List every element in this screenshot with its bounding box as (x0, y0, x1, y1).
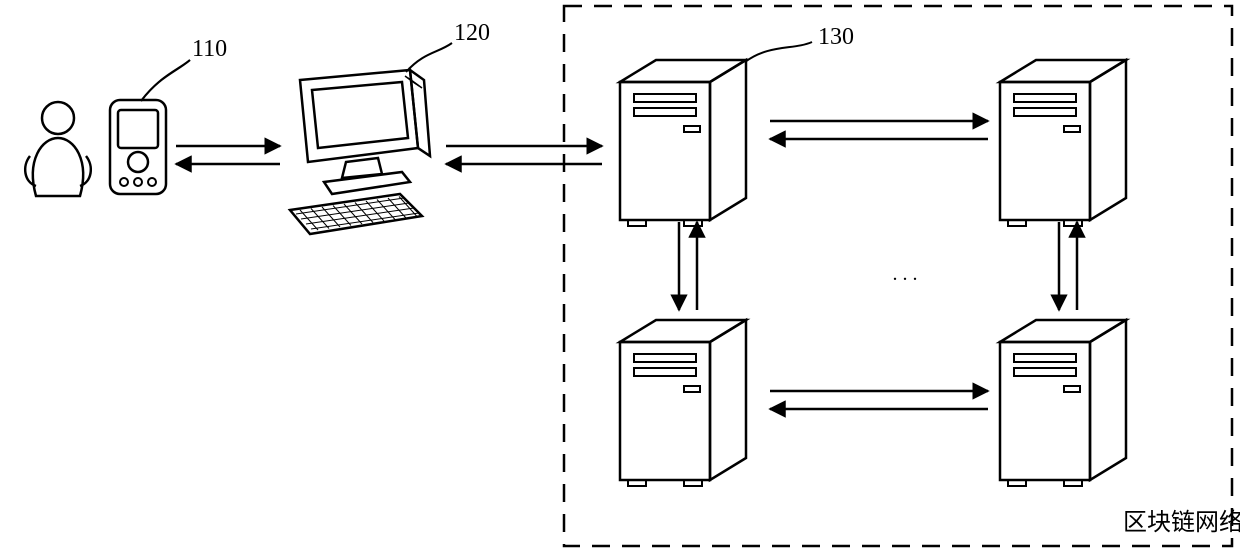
lead-line (406, 43, 452, 72)
edge-tl-bl (679, 222, 697, 310)
edge-tl-tr (770, 121, 988, 139)
user-icon (25, 102, 91, 196)
handheld-device-icon (110, 100, 166, 194)
network-label: 区块链网络 (1123, 509, 1240, 536)
server-top-left-icon (620, 60, 746, 226)
edge-bl-br (770, 391, 988, 409)
edge-tr-br (1059, 222, 1077, 310)
edge-phone-pc (176, 146, 280, 164)
server-top-right-icon (1000, 60, 1126, 226)
lead-line (745, 42, 812, 62)
label-110: 110 (192, 36, 227, 62)
lead-line (141, 60, 190, 101)
pc-icon (290, 70, 430, 234)
label-120: 120 (454, 20, 490, 46)
server-bottom-left-icon (620, 320, 746, 486)
edge-pc-net (446, 146, 602, 164)
ellipsis: . . . (893, 263, 918, 285)
server-bottom-right-icon (1000, 320, 1126, 486)
label-130: 130 (818, 24, 854, 50)
